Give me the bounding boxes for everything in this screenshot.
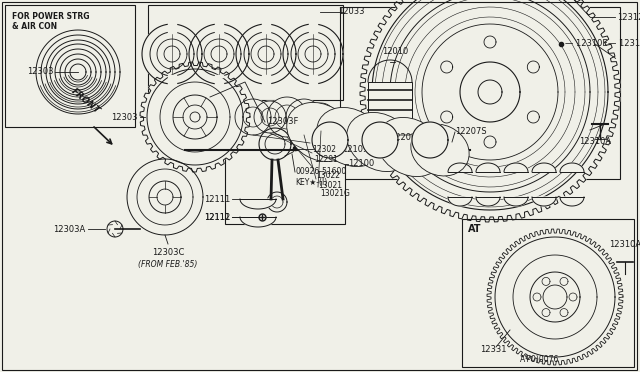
Polygon shape (532, 197, 556, 206)
Polygon shape (513, 255, 597, 339)
Text: 12010: 12010 (382, 48, 408, 57)
Polygon shape (60, 54, 96, 90)
Text: — 12310: — 12310 (608, 39, 640, 48)
Polygon shape (157, 189, 173, 205)
Polygon shape (560, 197, 584, 206)
Polygon shape (291, 32, 335, 76)
Polygon shape (569, 293, 577, 301)
Polygon shape (275, 105, 299, 129)
Text: 12303F: 12303F (267, 118, 298, 126)
Bar (148, 5, 343, 100)
Text: FRONT: FRONT (70, 87, 102, 116)
Polygon shape (41, 35, 115, 109)
Polygon shape (294, 107, 314, 127)
Text: 12033: 12033 (338, 7, 365, 16)
Polygon shape (149, 181, 181, 213)
Text: 12302: 12302 (312, 145, 336, 154)
Polygon shape (46, 40, 110, 104)
Polygon shape (265, 134, 285, 154)
Polygon shape (441, 61, 452, 73)
Polygon shape (476, 197, 500, 206)
Polygon shape (460, 62, 520, 122)
Polygon shape (542, 309, 550, 317)
Ellipse shape (411, 124, 469, 176)
Polygon shape (476, 163, 500, 172)
Polygon shape (267, 97, 307, 137)
Polygon shape (140, 62, 250, 172)
Bar (225, 109, 345, 224)
Polygon shape (259, 128, 291, 160)
Polygon shape (530, 272, 580, 322)
Polygon shape (487, 229, 623, 365)
Polygon shape (240, 217, 276, 227)
Polygon shape (484, 136, 496, 148)
Text: 12200: 12200 (390, 132, 416, 141)
Text: 00926-51600: 00926-51600 (295, 167, 346, 176)
Text: FOR POWER STRG
& AIR CON: FOR POWER STRG & AIR CON (12, 12, 90, 31)
Polygon shape (504, 197, 528, 206)
Polygon shape (157, 39, 187, 69)
Polygon shape (147, 69, 243, 165)
Polygon shape (258, 46, 274, 62)
Text: 13021G: 13021G (320, 189, 350, 198)
Text: A'P0)0076: A'P0)0076 (520, 355, 559, 364)
Polygon shape (190, 112, 200, 122)
Polygon shape (362, 122, 398, 158)
Polygon shape (243, 107, 263, 127)
Polygon shape (527, 111, 540, 123)
Polygon shape (107, 221, 123, 237)
Text: 12100: 12100 (348, 160, 374, 169)
Polygon shape (484, 36, 496, 48)
Ellipse shape (347, 112, 413, 171)
Text: 12207S: 12207S (455, 128, 486, 137)
Polygon shape (412, 122, 448, 158)
Polygon shape (183, 105, 207, 129)
Polygon shape (478, 80, 502, 104)
Text: 12291: 12291 (314, 155, 338, 164)
Polygon shape (142, 24, 202, 84)
Polygon shape (254, 101, 286, 133)
Polygon shape (390, 0, 590, 192)
Polygon shape (360, 0, 620, 222)
Polygon shape (298, 39, 328, 69)
Polygon shape (542, 278, 550, 285)
Polygon shape (173, 95, 217, 139)
Text: 12303A: 12303A (52, 224, 85, 234)
Polygon shape (251, 39, 281, 69)
Polygon shape (204, 39, 234, 69)
Polygon shape (560, 163, 584, 172)
Polygon shape (448, 197, 472, 206)
Polygon shape (283, 24, 343, 84)
Ellipse shape (317, 108, 383, 167)
Polygon shape (160, 82, 230, 152)
Text: 12312: 12312 (617, 13, 640, 22)
Text: KEY★-(I): KEY★-(I) (295, 177, 327, 186)
Polygon shape (504, 163, 528, 172)
Bar (5, 5, 135, 127)
Text: 12109: 12109 (342, 144, 368, 154)
Text: 12111: 12111 (204, 195, 230, 203)
Polygon shape (372, 0, 608, 210)
Ellipse shape (287, 102, 353, 161)
Polygon shape (532, 163, 556, 172)
Text: 12331: 12331 (480, 346, 506, 355)
Text: 12310A: 12310A (609, 240, 640, 249)
Polygon shape (448, 163, 472, 172)
Polygon shape (235, 99, 271, 135)
Polygon shape (244, 32, 288, 76)
Polygon shape (55, 49, 101, 95)
Polygon shape (271, 196, 283, 208)
Bar (368, 82, 412, 132)
Polygon shape (543, 285, 567, 309)
Polygon shape (261, 108, 279, 126)
Polygon shape (70, 64, 86, 80)
Polygon shape (312, 122, 348, 158)
Polygon shape (441, 111, 452, 123)
Text: 13022: 13022 (316, 171, 340, 180)
Text: — 12310E: — 12310E (565, 39, 607, 48)
Text: 13021: 13021 (318, 181, 342, 190)
Polygon shape (65, 59, 91, 85)
Text: 12303C: 12303C (152, 248, 184, 257)
Polygon shape (560, 309, 568, 317)
